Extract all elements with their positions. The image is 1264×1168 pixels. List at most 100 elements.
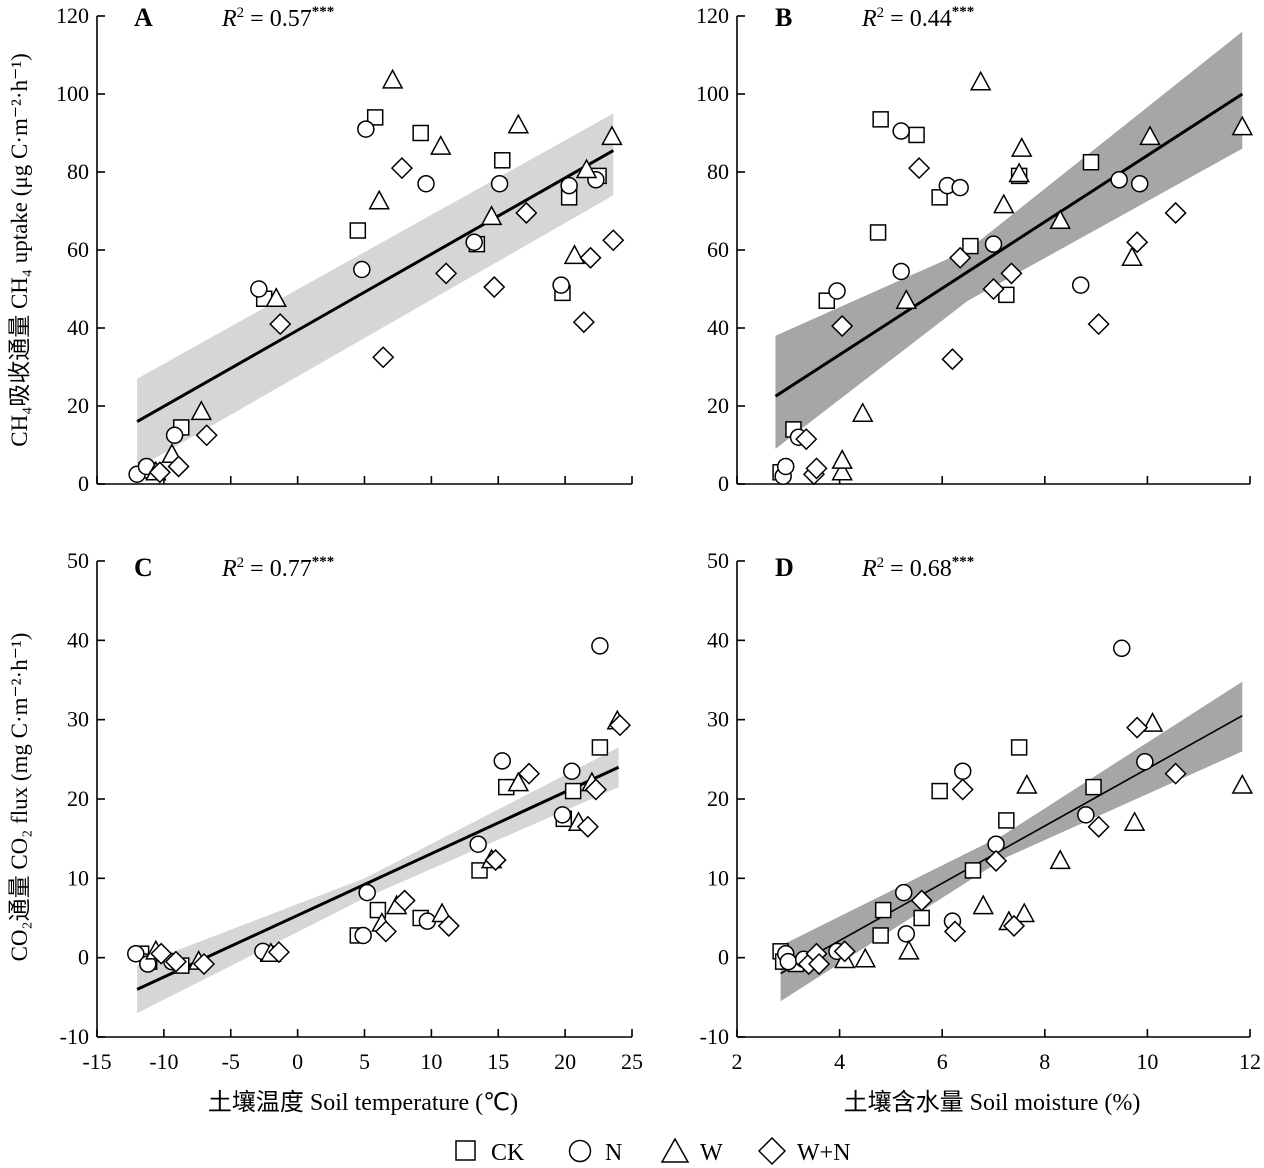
w-plus-n-marker	[795, 428, 818, 451]
x-tick-label: 12	[1239, 1049, 1261, 1074]
w-plus-n-marker	[949, 246, 972, 269]
confidence-band	[775, 31, 1243, 449]
w-plus-n-marker	[192, 952, 216, 976]
panel-letter: B	[775, 3, 792, 32]
w-marker	[1139, 125, 1161, 146]
x-tick-label: -15	[82, 1049, 111, 1074]
w-plus-n-marker	[951, 778, 974, 801]
y-tick-label: 60	[707, 237, 729, 262]
ck-marker	[366, 109, 384, 126]
y-tick-label: -10	[60, 1024, 89, 1049]
x-tick-label: 10	[1136, 1049, 1158, 1074]
w-plus-n-marker	[602, 229, 625, 252]
y-tick-label: 120	[696, 3, 729, 28]
n-marker	[779, 952, 798, 971]
n-marker	[1113, 639, 1131, 658]
ck-marker	[564, 782, 582, 800]
regression-line	[774, 92, 1244, 398]
ck-marker	[998, 812, 1015, 829]
w-marker	[1123, 811, 1146, 832]
ck-marker	[1082, 154, 1100, 171]
ck-marker	[869, 224, 887, 241]
n-marker	[552, 276, 570, 294]
x-tick-label: -10	[149, 1049, 178, 1074]
ck-marker	[349, 222, 367, 239]
n-marker	[165, 426, 184, 444]
y-tick-label: 40	[707, 315, 729, 340]
panel-letter: A	[134, 3, 153, 32]
n-marker	[1110, 171, 1128, 189]
n-marker	[493, 752, 512, 770]
w-plus-n-marker	[1164, 201, 1187, 225]
ck-marker	[908, 126, 925, 144]
w-marker	[898, 939, 920, 960]
y-axis-title-co2: CO₂通量 CO₂ flux (mg C·m⁻²·h⁻¹)	[7, 633, 32, 962]
n-marker	[353, 260, 371, 279]
w-plus-n-marker	[982, 277, 1005, 301]
w-plus-n-marker	[372, 346, 395, 369]
x-tick-label: 0	[292, 1049, 303, 1074]
y-tick-label: 10	[707, 865, 729, 890]
w-plus-n-marker	[167, 455, 190, 478]
y-tick-label: 120	[56, 3, 89, 28]
w-plus-n-marker	[608, 714, 632, 737]
y-tick-label: 50	[67, 548, 89, 573]
legend-triangle-marker	[660, 1137, 690, 1163]
panel-letter: C	[134, 553, 153, 582]
w-plus-n-marker	[584, 778, 607, 801]
panel-letter: D	[775, 553, 794, 582]
ck-marker	[591, 739, 609, 756]
w-marker	[601, 125, 623, 146]
x-axis-title-temperature: 土壤温度 Soil temperature (℃)	[208, 1089, 518, 1116]
w-plus-n-marker	[148, 461, 171, 484]
ck-marker	[962, 237, 979, 255]
x-tick-label: 8	[1039, 1049, 1050, 1074]
w-plus-n-marker	[808, 952, 831, 976]
ck-marker	[818, 292, 836, 309]
n-marker	[1130, 174, 1149, 193]
w-marker	[1008, 162, 1030, 183]
n-marker	[897, 925, 916, 943]
x-tick-label: 6	[937, 1049, 948, 1074]
y-tick-label: 40	[67, 315, 89, 340]
w-marker	[1010, 137, 1033, 157]
y-tick-label: 10	[67, 865, 89, 890]
n-marker	[465, 233, 483, 251]
regression-line	[136, 149, 615, 423]
w-marker	[507, 771, 530, 792]
ck-marker	[874, 901, 892, 919]
ck-marker	[913, 909, 930, 927]
n-marker	[250, 280, 268, 298]
w-plus-n-marker	[150, 942, 173, 965]
y-tick-label: 20	[67, 393, 89, 418]
ck-marker	[964, 862, 982, 879]
w-plus-n-marker	[805, 457, 828, 480]
w-plus-n-marker	[572, 311, 595, 334]
y-tick-label: -10	[700, 1024, 729, 1049]
w-plus-n-marker	[1126, 231, 1149, 254]
x-tick-label: 15	[487, 1049, 509, 1074]
w-plus-n-marker	[435, 262, 458, 285]
y-tick-label: 20	[707, 393, 729, 418]
w-plus-n-marker	[908, 157, 931, 180]
panel-d: -10 0 10 20 30 40 50 2 4 6 8 10 12 D R2 = 0.68***	[700, 548, 1261, 1074]
y-tick-label: 100	[56, 81, 89, 106]
n-marker	[951, 178, 969, 197]
x-tick-label: 25	[621, 1049, 643, 1074]
w-plus-n-marker	[1087, 313, 1110, 336]
w-plus-n-marker	[483, 275, 506, 299]
w-plus-n-marker	[579, 246, 602, 269]
legend-square-marker	[455, 1140, 476, 1161]
y-tick-label: 0	[718, 471, 729, 496]
w-plus-n-marker	[833, 940, 856, 963]
w-marker	[1049, 849, 1071, 870]
x-axis-title-moisture: 土壤含水量 Soil moisture (%)	[844, 1089, 1141, 1116]
n-marker	[358, 883, 376, 902]
n-marker	[469, 835, 487, 853]
w-marker	[1049, 209, 1071, 229]
n-marker	[591, 637, 609, 655]
ck-marker	[872, 927, 889, 944]
w-plus-n-marker	[1000, 262, 1023, 285]
ck-marker	[998, 286, 1015, 304]
y-tick-label: 80	[67, 159, 89, 184]
